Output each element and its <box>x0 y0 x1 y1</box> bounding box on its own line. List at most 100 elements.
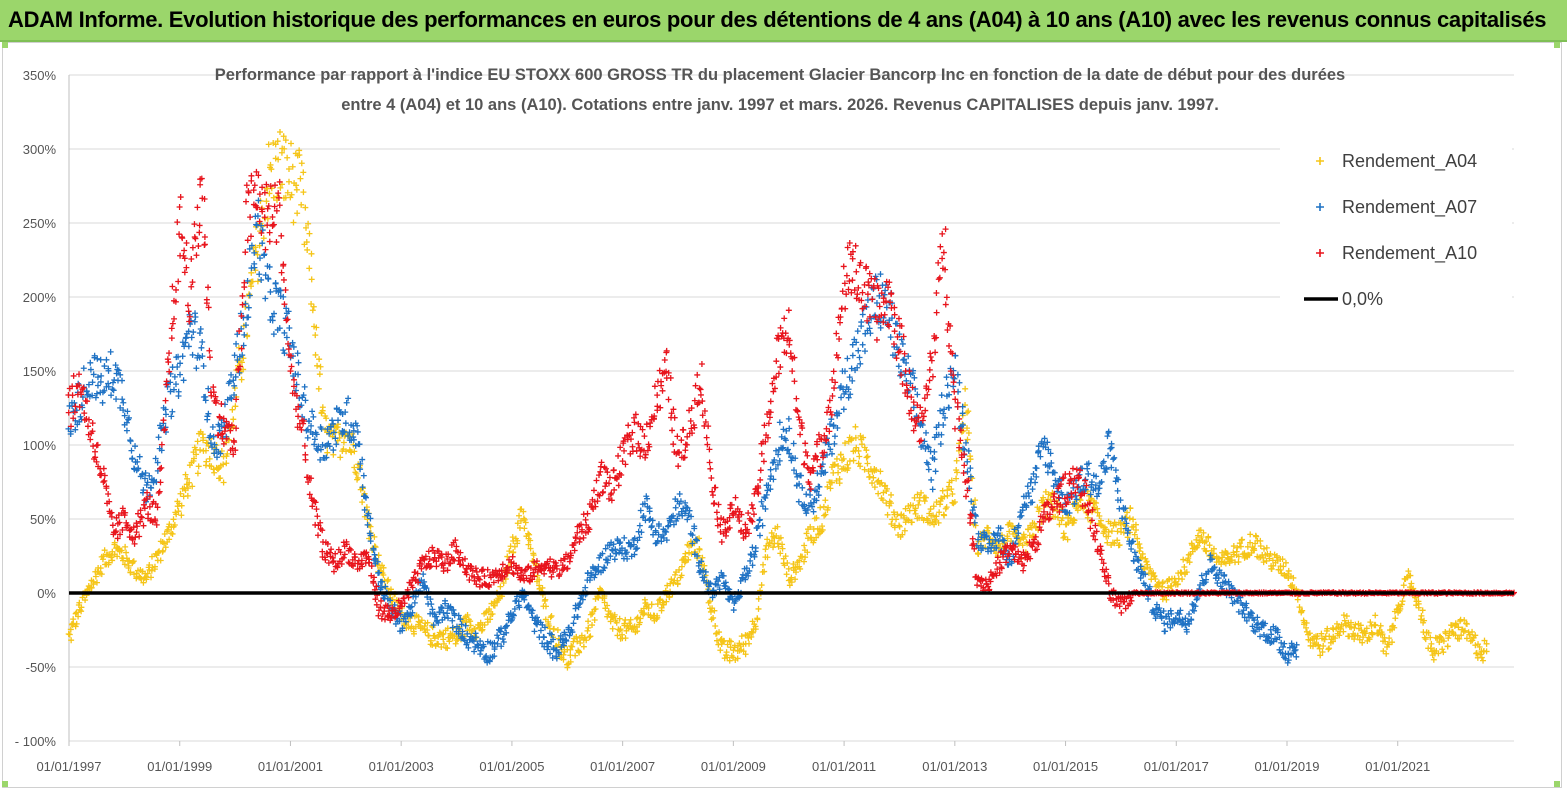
data-point-rendement_a04 <box>785 565 792 572</box>
data-point-rendement_a07 <box>471 648 478 655</box>
data-point-rendement_a07 <box>764 487 771 494</box>
data-point-rendement_a10 <box>168 335 175 342</box>
data-point-rendement_a04 <box>972 522 979 529</box>
data-point-rendement_a04 <box>164 526 171 533</box>
data-point-rendement_a04 <box>752 623 759 630</box>
data-point-rendement_a04 <box>584 627 591 634</box>
data-point-rendement_a07 <box>465 644 472 651</box>
data-point-rendement_a07 <box>292 387 299 394</box>
data-point-rendement_a10 <box>676 449 683 456</box>
data-point-rendement_a04 <box>1260 559 1267 566</box>
data-point-rendement_a04 <box>617 626 624 633</box>
data-point-rendement_a10 <box>264 205 271 212</box>
data-point-rendement_a04 <box>807 523 814 530</box>
data-point-rendement_a07 <box>929 486 936 493</box>
data-point-rendement_a04 <box>616 615 623 622</box>
data-point-rendement_a04 <box>1155 582 1162 589</box>
data-point-rendement_a04 <box>586 634 593 641</box>
data-point-rendement_a04 <box>284 154 291 161</box>
data-point-rendement_a07 <box>856 354 863 361</box>
data-point-rendement_a10 <box>831 385 838 392</box>
data-point-rendement_a07 <box>311 436 318 443</box>
data-point-rendement_a04 <box>288 140 295 147</box>
data-point-rendement_a04 <box>899 531 906 538</box>
data-point-rendement_a04 <box>1247 531 1254 538</box>
data-point-rendement_a04 <box>1279 556 1286 563</box>
data-point-rendement_a04 <box>927 506 934 513</box>
data-point-rendement_a04 <box>774 523 781 530</box>
data-point-rendement_a04 <box>300 189 307 196</box>
data-point-rendement_a07 <box>301 383 308 390</box>
data-point-rendement_a10 <box>314 532 321 539</box>
data-point-rendement_a07 <box>1145 596 1152 603</box>
data-point-rendement_a10 <box>328 546 335 553</box>
data-point-rendement_a07 <box>794 473 801 480</box>
data-point-rendement_a10 <box>105 491 112 498</box>
data-point-rendement_a07 <box>179 353 186 360</box>
data-point-rendement_a07 <box>462 622 469 629</box>
data-point-rendement_a04 <box>541 598 548 605</box>
data-point-rendement_a04 <box>668 576 675 583</box>
data-point-rendement_a10 <box>781 315 788 322</box>
data-point-rendement_a04 <box>1294 596 1301 603</box>
data-point-rendement_a07 <box>98 372 105 379</box>
data-point-rendement_a07 <box>756 516 763 523</box>
data-point-rendement_a04 <box>1136 548 1143 555</box>
data-point-rendement_a07 <box>128 447 135 454</box>
data-point-rendement_a04 <box>144 570 151 577</box>
data-point-rendement_a04 <box>272 141 279 148</box>
data-point-rendement_a10 <box>785 307 792 314</box>
data-point-rendement_a04 <box>444 625 451 632</box>
data-point-rendement_a10 <box>164 356 171 363</box>
data-point-rendement_a04 <box>663 598 670 605</box>
x-tick-label: 01/01/2003 <box>369 759 434 774</box>
data-point-rendement_a04 <box>293 182 300 189</box>
data-point-rendement_a10 <box>248 233 255 240</box>
data-point-rendement_a10 <box>942 301 949 308</box>
data-point-rendement_a04 <box>1359 639 1366 646</box>
data-point-rendement_a04 <box>1059 514 1066 521</box>
data-point-rendement_a04 <box>953 475 960 482</box>
data-point-rendement_a04 <box>1440 649 1447 656</box>
data-point-rendement_a07 <box>110 387 117 394</box>
data-point-rendement_a04 <box>340 439 347 446</box>
data-point-rendement_a04 <box>193 451 200 458</box>
data-point-rendement_a04 <box>230 416 237 423</box>
data-point-rendement_a04 <box>844 461 851 468</box>
data-point-rendement_a04 <box>1285 567 1292 574</box>
data-point-rendement_a07 <box>531 628 538 635</box>
data-point-rendement_a04 <box>189 483 196 490</box>
data-point-rendement_a07 <box>192 314 199 321</box>
data-point-rendement_a07 <box>672 504 679 511</box>
data-point-rendement_a04 <box>845 465 852 472</box>
data-point-rendement_a07 <box>332 435 339 442</box>
data-point-rendement_a04 <box>682 550 689 557</box>
data-point-rendement_a07 <box>372 555 379 562</box>
data-point-rendement_a04 <box>284 189 291 196</box>
data-point-rendement_a10 <box>243 198 250 205</box>
data-point-rendement_a04 <box>933 513 940 520</box>
data-point-rendement_a07 <box>185 343 192 350</box>
data-point-rendement_a04 <box>1425 629 1432 636</box>
data-point-rendement_a10 <box>251 182 258 189</box>
data-point-rendement_a10 <box>273 239 280 246</box>
data-point-rendement_a10 <box>932 349 939 356</box>
data-point-rendement_a07 <box>612 550 619 557</box>
data-point-rendement_a04 <box>1476 643 1483 650</box>
data-point-rendement_a04 <box>716 629 723 636</box>
data-point-rendement_a04 <box>479 626 486 633</box>
data-point-rendement_a07 <box>442 597 449 604</box>
data-point-rendement_a04 <box>863 447 870 454</box>
x-tick-label: 01/01/1997 <box>36 759 101 774</box>
data-point-rendement_a04 <box>254 251 261 258</box>
data-point-rendement_a07 <box>152 455 159 462</box>
data-point-rendement_a04 <box>354 476 361 483</box>
data-point-rendement_a07 <box>840 406 847 413</box>
data-point-rendement_a07 <box>330 447 337 454</box>
data-point-rendement_a04 <box>622 616 629 623</box>
data-point-rendement_a04 <box>127 569 134 576</box>
data-point-rendement_a10 <box>800 461 807 468</box>
data-point-rendement_a04 <box>666 594 673 601</box>
data-point-rendement_a04 <box>764 536 771 543</box>
data-point-rendement_a10 <box>707 465 714 472</box>
